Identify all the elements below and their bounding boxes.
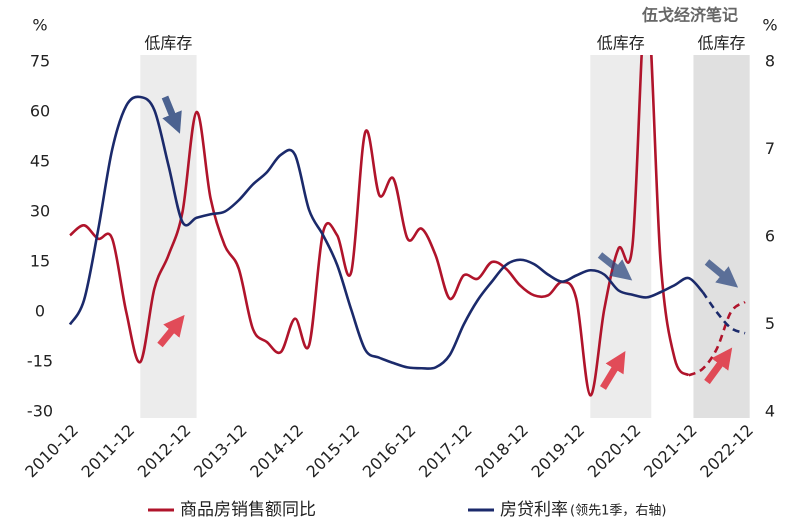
annotation-label: 低库存 (698, 34, 746, 53)
y-tick-label: 75 (30, 52, 50, 71)
arrow (704, 259, 739, 288)
y-tick-label: 0 (35, 302, 45, 321)
x-tick-label: 2020-12 (584, 421, 645, 482)
arrow (597, 252, 633, 281)
arrow (704, 347, 733, 385)
y-tick-label: 45 (30, 152, 50, 171)
x-tick-label: 2017-12 (415, 421, 476, 482)
x-tick-label: 2018-12 (471, 421, 532, 482)
y2-tick-label: 4 (765, 402, 775, 421)
x-tick-label: 2012-12 (134, 421, 195, 482)
arrow (157, 314, 185, 348)
x-tick-label: 2021-12 (640, 421, 701, 482)
arrows (157, 95, 739, 390)
x-tick-label: 2010-12 (21, 421, 82, 482)
y2-tick-label: 8 (765, 52, 775, 71)
annotation-label: 低库存 (597, 34, 645, 53)
y2-tick-label: 6 (765, 227, 775, 246)
series-line (701, 291, 746, 335)
x-tick-label: 2014-12 (246, 421, 307, 482)
x-tick-label: 2015-12 (303, 421, 364, 482)
y-tick-label: 30 (30, 202, 50, 221)
y-tick-label: 15 (30, 252, 50, 271)
x-tick-label: 2016-12 (359, 421, 420, 482)
arrow (600, 351, 626, 390)
legend-label: 商品房销售额同比 (180, 500, 316, 520)
y2-axis-unit: % (762, 16, 777, 35)
y2-tick-label: 5 (765, 314, 775, 333)
legend-label: 房贷利率 (500, 500, 568, 520)
arrow (161, 95, 182, 134)
y-tick-label: 60 (30, 102, 50, 121)
y2-tick-label: 7 (765, 139, 775, 158)
x-tick-label: 2013-12 (190, 421, 251, 482)
series-line (69, 55, 690, 397)
x-tick-label: 2011-12 (78, 421, 139, 482)
watermark: 伍戈经济笔记 (641, 6, 738, 25)
series-line (68, 95, 704, 370)
x-tick-label: 2019-12 (528, 421, 589, 482)
y-axis-unit: % (32, 16, 47, 35)
x-tick-label: 2022-12 (696, 421, 757, 482)
legend-note: (领先1季，右轴) (570, 504, 666, 519)
y-tick-label: -15 (27, 352, 53, 371)
annotation-label: 低库存 (144, 34, 192, 53)
y-tick-label: -30 (27, 402, 53, 421)
